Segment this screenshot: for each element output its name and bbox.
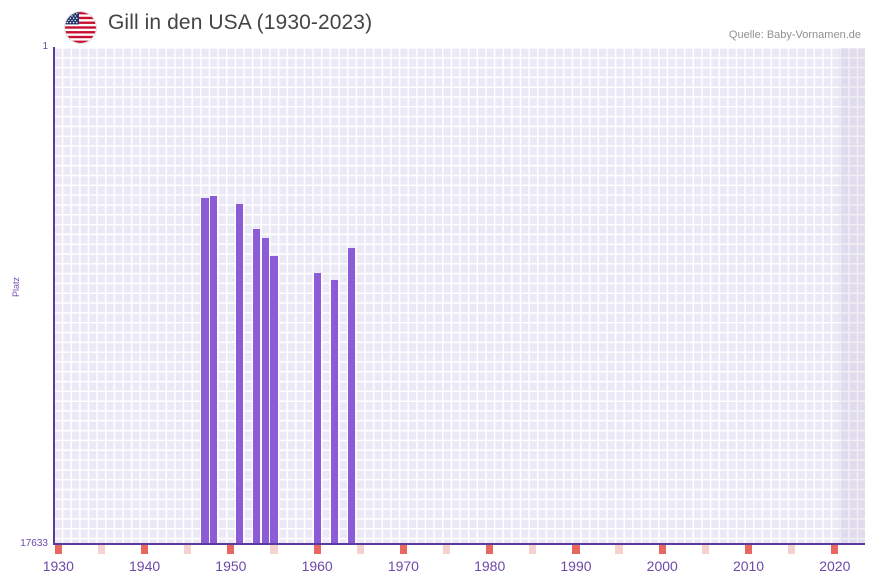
bar-1962[interactable] bbox=[330, 280, 338, 544]
x-axis-line bbox=[53, 543, 865, 545]
x-tick-mark-1930 bbox=[54, 545, 62, 554]
source-label: Quelle: Baby-Vornamen.de bbox=[728, 29, 861, 41]
x-axis-label-1960: 1960 bbox=[301, 558, 333, 574]
bar-1953[interactable] bbox=[253, 229, 261, 544]
y-axis-tick-bottom: 17633 bbox=[20, 538, 48, 549]
x-axis-label-1940: 1940 bbox=[129, 558, 161, 574]
no-data-shaded-region bbox=[839, 48, 865, 544]
x-axis-label-2010: 2010 bbox=[732, 558, 765, 574]
x-tick-mark-1935 bbox=[97, 545, 106, 554]
x-tick-mark-2015 bbox=[788, 545, 796, 554]
x-tick-mark-1980 bbox=[486, 545, 494, 554]
y-axis-line bbox=[53, 47, 55, 545]
x-tick-mark-1955 bbox=[270, 545, 278, 554]
x-tick-mark-1950 bbox=[227, 545, 235, 554]
x-tick-mark-2010 bbox=[744, 545, 753, 554]
bar-1964[interactable] bbox=[348, 247, 356, 544]
x-tick-mark-1990 bbox=[572, 545, 580, 554]
x-axis-label-1930: 1930 bbox=[42, 558, 74, 574]
x-axis-label-1980: 1980 bbox=[474, 558, 506, 574]
bar-1951[interactable] bbox=[235, 204, 244, 544]
x-tick-mark-1970 bbox=[399, 545, 408, 554]
x-tick-mark-1975 bbox=[442, 545, 451, 554]
x-tick-mark-2005 bbox=[701, 545, 709, 554]
x-tick-mark-2020 bbox=[831, 545, 839, 554]
bar-1954[interactable] bbox=[261, 237, 269, 544]
bar-1947[interactable] bbox=[201, 198, 209, 544]
x-axis-label-2020: 2020 bbox=[819, 558, 851, 574]
chart-header: Gill in den USA (1930-2023) Quelle: Baby… bbox=[0, 0, 873, 48]
x-axis-label-2000: 2000 bbox=[646, 558, 678, 574]
x-tick-mark-1995 bbox=[615, 545, 623, 554]
bar-1948[interactable] bbox=[209, 195, 218, 544]
bar-1955[interactable] bbox=[270, 256, 278, 544]
plot-area bbox=[54, 48, 865, 544]
x-tick-mark-1945 bbox=[184, 545, 192, 554]
grid-background bbox=[54, 48, 865, 544]
x-tick-mark-2000 bbox=[658, 545, 666, 554]
x-tick-mark-1965 bbox=[356, 545, 364, 554]
bar-1960[interactable] bbox=[313, 273, 321, 544]
x-axis-label-1970: 1970 bbox=[387, 558, 419, 574]
x-tick-mark-1960 bbox=[313, 545, 321, 554]
x-tick-mark-1985 bbox=[529, 545, 537, 554]
y-axis-title: Platz bbox=[11, 277, 21, 298]
x-tick-mark-1940 bbox=[140, 545, 149, 554]
page-title: Gill in den USA (1930-2023) bbox=[108, 11, 373, 34]
y-axis-tick-top: 1 bbox=[42, 41, 48, 52]
x-axis-label-1990: 1990 bbox=[560, 558, 592, 574]
us-flag-icon bbox=[65, 12, 96, 43]
x-axis-label-1950: 1950 bbox=[215, 558, 247, 574]
